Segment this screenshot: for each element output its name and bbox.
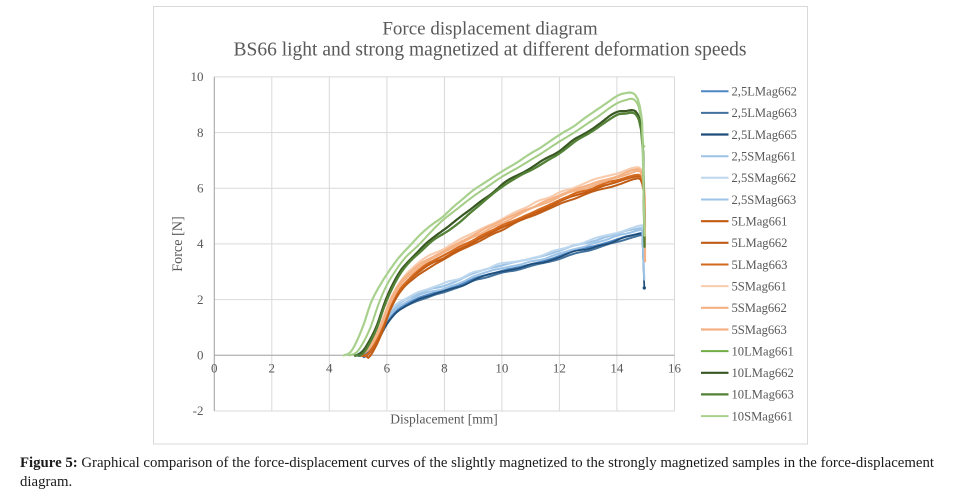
svg-text:5LMag661: 5LMag661 — [732, 215, 788, 229]
svg-text:Force [N]: Force [N] — [170, 216, 186, 272]
svg-text:4: 4 — [197, 236, 204, 251]
svg-text:5SMag663: 5SMag663 — [732, 323, 787, 337]
svg-text:5LMag663: 5LMag663 — [732, 258, 788, 272]
svg-text:14: 14 — [610, 361, 624, 376]
svg-text:BS66 light and strong magnetiz: BS66 light and strong magnetized at diff… — [233, 40, 746, 61]
svg-text:-2: -2 — [193, 403, 204, 418]
svg-text:10LMag663: 10LMag663 — [732, 388, 794, 402]
svg-text:2,5SMag662: 2,5SMag662 — [732, 171, 797, 185]
svg-text:2,5SMag661: 2,5SMag661 — [732, 150, 797, 164]
svg-text:2: 2 — [269, 361, 276, 376]
svg-text:Force displacement diagram: Force displacement diagram — [382, 19, 597, 40]
svg-text:10: 10 — [495, 361, 508, 376]
svg-text:Displacement [mm]: Displacement [mm] — [390, 412, 498, 427]
svg-text:2,5LMag663: 2,5LMag663 — [732, 106, 797, 120]
svg-text:12: 12 — [553, 361, 566, 376]
svg-text:5SMag662: 5SMag662 — [732, 301, 787, 315]
svg-text:8: 8 — [441, 361, 448, 376]
svg-text:2,5LMag662: 2,5LMag662 — [732, 85, 797, 99]
svg-text:0: 0 — [197, 348, 204, 363]
svg-text:10SMag661: 10SMag661 — [732, 409, 794, 423]
svg-text:5LMag662: 5LMag662 — [732, 236, 788, 250]
svg-text:0: 0 — [211, 361, 218, 376]
svg-text:10LMag661: 10LMag661 — [732, 344, 794, 358]
svg-text:2,5LMag665: 2,5LMag665 — [732, 128, 797, 142]
svg-text:5SMag661: 5SMag661 — [732, 279, 787, 293]
svg-text:10: 10 — [191, 69, 204, 84]
svg-text:8: 8 — [197, 125, 204, 140]
svg-text:10LMag662: 10LMag662 — [732, 366, 794, 380]
svg-text:6: 6 — [384, 361, 391, 376]
svg-text:6: 6 — [197, 181, 204, 196]
svg-text:2,5SMag663: 2,5SMag663 — [732, 193, 797, 207]
svg-text:2: 2 — [197, 292, 204, 307]
svg-text:4: 4 — [326, 361, 333, 376]
svg-text:16: 16 — [668, 361, 682, 376]
